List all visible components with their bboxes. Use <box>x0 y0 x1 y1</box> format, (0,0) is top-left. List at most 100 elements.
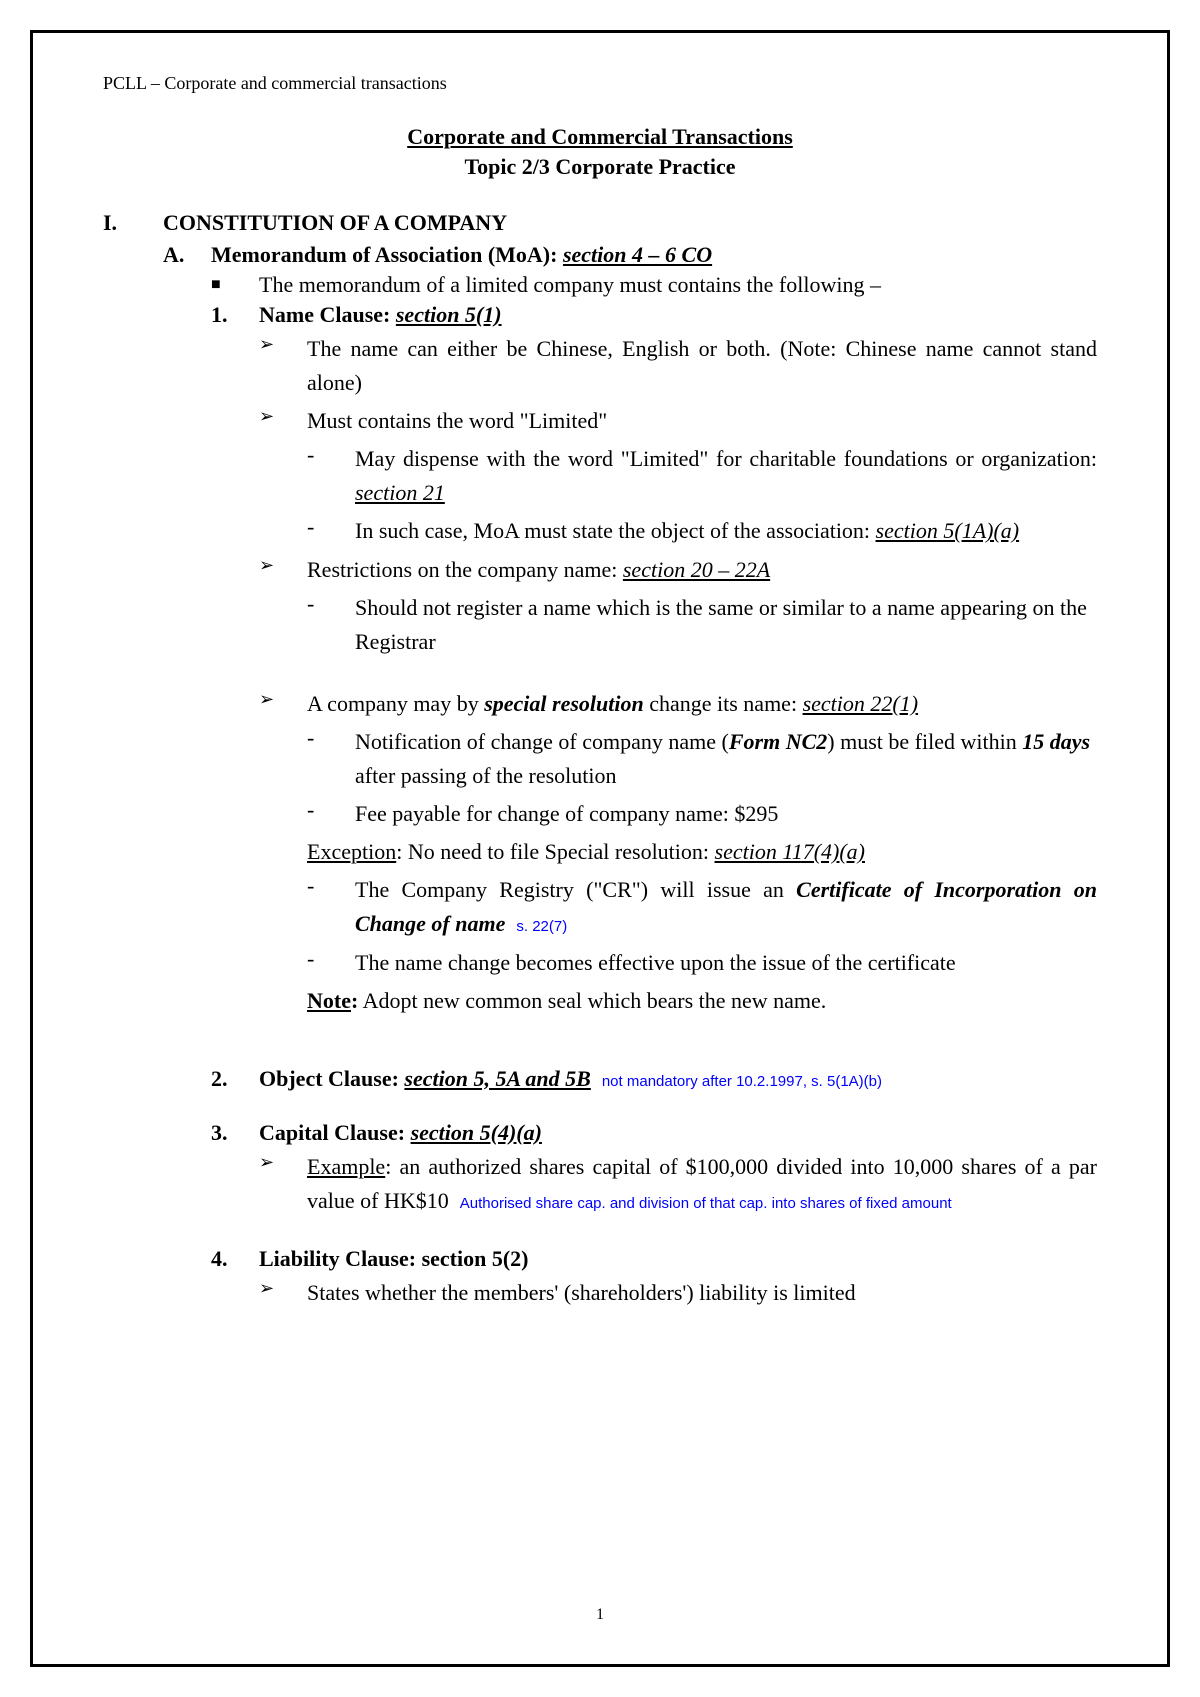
section-heading: I. CONSTITUTION OF A COMPANY <box>103 210 1097 236</box>
arrow-icon: ➢ <box>259 1150 307 1218</box>
clause-label: Capital Clause: <box>259 1120 411 1145</box>
text-span: change its name: <box>644 691 803 716</box>
underline-span: Note <box>307 988 351 1013</box>
dash-item: - Fee payable for change of company name… <box>307 797 1097 831</box>
subsection-ref: section 4 – 6 CO <box>563 242 712 267</box>
dash-text: Fee payable for change of company name: … <box>355 797 1097 831</box>
clause-title: Name Clause: section 5(1) <box>259 302 502 328</box>
subsection-number: A. <box>163 242 211 268</box>
arrow-icon: ➢ <box>259 1276 307 1310</box>
arrow-item: ➢ A company may by special resolution ch… <box>259 687 1097 721</box>
arrow-item: ➢ The name can either be Chinese, Englis… <box>259 332 1097 400</box>
clause-label: Name Clause: <box>259 302 396 327</box>
clause-title: Capital Clause: section 5(4)(a) <box>259 1120 542 1146</box>
text-span: Restrictions on the company name: <box>307 557 623 582</box>
subsection-title: Memorandum of Association (MoA): section… <box>211 242 712 268</box>
dash-icon: - <box>307 873 355 941</box>
clause-3-heading: 3. Capital Clause: section 5(4)(a) <box>211 1120 1097 1146</box>
arrow-text: The name can either be Chinese, English … <box>307 332 1097 400</box>
ref-span: section 5(1A)(a) <box>876 518 1020 543</box>
text-span: In such case, MoA must state the object … <box>355 518 876 543</box>
arrow-item: ➢ Example: an authorized shares capital … <box>259 1150 1097 1218</box>
clause-ref: section 5(4)(a) <box>411 1120 542 1145</box>
dash-icon: - <box>307 946 355 980</box>
square-bullet-icon: ■ <box>211 272 259 298</box>
annotation-text: not mandatory after 10.2.1997, s. 5(1A)(… <box>602 1073 882 1090</box>
clause-number: 1. <box>211 302 259 328</box>
dash-item: - May dispense with the word "Limited" f… <box>307 442 1097 510</box>
bold-italic-span: Form NC2 <box>729 729 827 754</box>
note-text: Adopt new common seal which bears the ne… <box>363 988 827 1013</box>
dash-icon: - <box>307 725 355 793</box>
text-span: Notification of change of company name ( <box>355 729 729 754</box>
subsection-label: Memorandum of Association (MoA): <box>211 242 563 267</box>
note-line: Note: Adopt new common seal which bears … <box>307 984 1097 1018</box>
dash-icon: - <box>307 514 355 548</box>
bold-italic-span: 15 days <box>1022 729 1090 754</box>
page-header: PCLL – Corporate and commercial transact… <box>103 73 1097 94</box>
dash-text: The Company Registry ("CR") will issue a… <box>355 873 1097 941</box>
arrow-text: A company may by special resolution chan… <box>307 687 1097 721</box>
text-span: ) must be filed within <box>827 729 1022 754</box>
text-span: : No need to file Special resolution: <box>396 839 714 864</box>
dash-text: The name change becomes effective upon t… <box>355 946 1097 980</box>
underline-span: Exception <box>307 839 396 864</box>
dash-icon: - <box>307 797 355 831</box>
dash-item: - The name change becomes effective upon… <box>307 946 1097 980</box>
dash-item: - Should not register a name which is th… <box>307 591 1097 659</box>
dash-text: May dispense with the word "Limited" for… <box>355 442 1097 510</box>
clause-number: 2. <box>211 1066 259 1092</box>
bold-italic-span: special resolution <box>484 691 644 716</box>
clause-1-heading: 1. Name Clause: section 5(1) <box>211 302 1097 328</box>
subsection-A: A. Memorandum of Association (MoA): sect… <box>163 242 1097 268</box>
annotation-text: Authorised share cap. and division of th… <box>460 1195 952 1212</box>
spacer <box>103 1096 1097 1120</box>
title-block: Corporate and Commercial Transactions To… <box>103 124 1097 180</box>
section-title: CONSTITUTION OF A COMPANY <box>163 210 507 236</box>
arrow-item: ➢ States whether the members' (sharehold… <box>259 1276 1097 1310</box>
clause-ref: section 5(1) <box>396 302 502 327</box>
arrow-icon: ➢ <box>259 404 307 438</box>
clause-title: Liability Clause: section 5(2) <box>259 1246 529 1272</box>
arrow-text: States whether the members' (shareholder… <box>307 1276 1097 1310</box>
arrow-item: ➢ Restrictions on the company name: sect… <box>259 553 1097 587</box>
dash-item: - In such case, MoA must state the objec… <box>307 514 1097 548</box>
text-span: May dispense with the word "Limited" for… <box>355 446 1097 471</box>
arrow-icon: ➢ <box>259 332 307 400</box>
text-span: The Company Registry ("CR") will issue a… <box>355 877 796 902</box>
arrow-text: Restrictions on the company name: sectio… <box>307 553 1097 587</box>
dash-text: In such case, MoA must state the object … <box>355 514 1097 548</box>
ref-span: section 20 – 22A <box>623 557 770 582</box>
dash-icon: - <box>307 442 355 510</box>
annotation-text: s. 22(7) <box>516 918 567 935</box>
underline-span: Example <box>307 1154 385 1179</box>
ref-span: section 22(1) <box>803 691 918 716</box>
bullet-item: ■ The memorandum of a limited company mu… <box>211 272 1097 298</box>
ref-span: section 117(4)(a) <box>715 839 866 864</box>
text-span: after passing of the resolution <box>355 763 617 788</box>
section-number: I. <box>103 210 163 236</box>
arrow-item: ➢ Must contains the word "Limited" <box>259 404 1097 438</box>
clause-number: 3. <box>211 1120 259 1146</box>
arrow-icon: ➢ <box>259 553 307 587</box>
document-page: PCLL – Corporate and commercial transact… <box>30 30 1170 1667</box>
clause-2-heading: 2. Object Clause: section 5, 5A and 5B n… <box>211 1066 1097 1092</box>
dash-text: Notification of change of company name (… <box>355 725 1097 793</box>
arrow-text: Must contains the word "Limited" <box>307 404 1097 438</box>
dash-icon: - <box>307 591 355 659</box>
spacer <box>103 663 1097 687</box>
page-number: 1 <box>33 1606 1167 1624</box>
clause-4-heading: 4. Liability Clause: section 5(2) <box>211 1246 1097 1272</box>
dash-item: - Notification of change of company name… <box>307 725 1097 793</box>
exception-line: Exception: No need to file Special resol… <box>307 835 1097 869</box>
clause-ref: section 5, 5A and 5B <box>404 1066 590 1091</box>
title-sub: Topic 2/3 Corporate Practice <box>103 154 1097 180</box>
spacer <box>103 1222 1097 1246</box>
dash-text: Should not register a name which is the … <box>355 591 1097 659</box>
bullet-text: The memorandum of a limited company must… <box>259 272 881 298</box>
clause-label: Object Clause: <box>259 1066 404 1091</box>
ref-span: section 21 <box>355 480 445 505</box>
colon: : <box>351 988 358 1013</box>
clause-number: 4. <box>211 1246 259 1272</box>
clause-title: Object Clause: section 5, 5A and 5B not … <box>259 1066 882 1092</box>
